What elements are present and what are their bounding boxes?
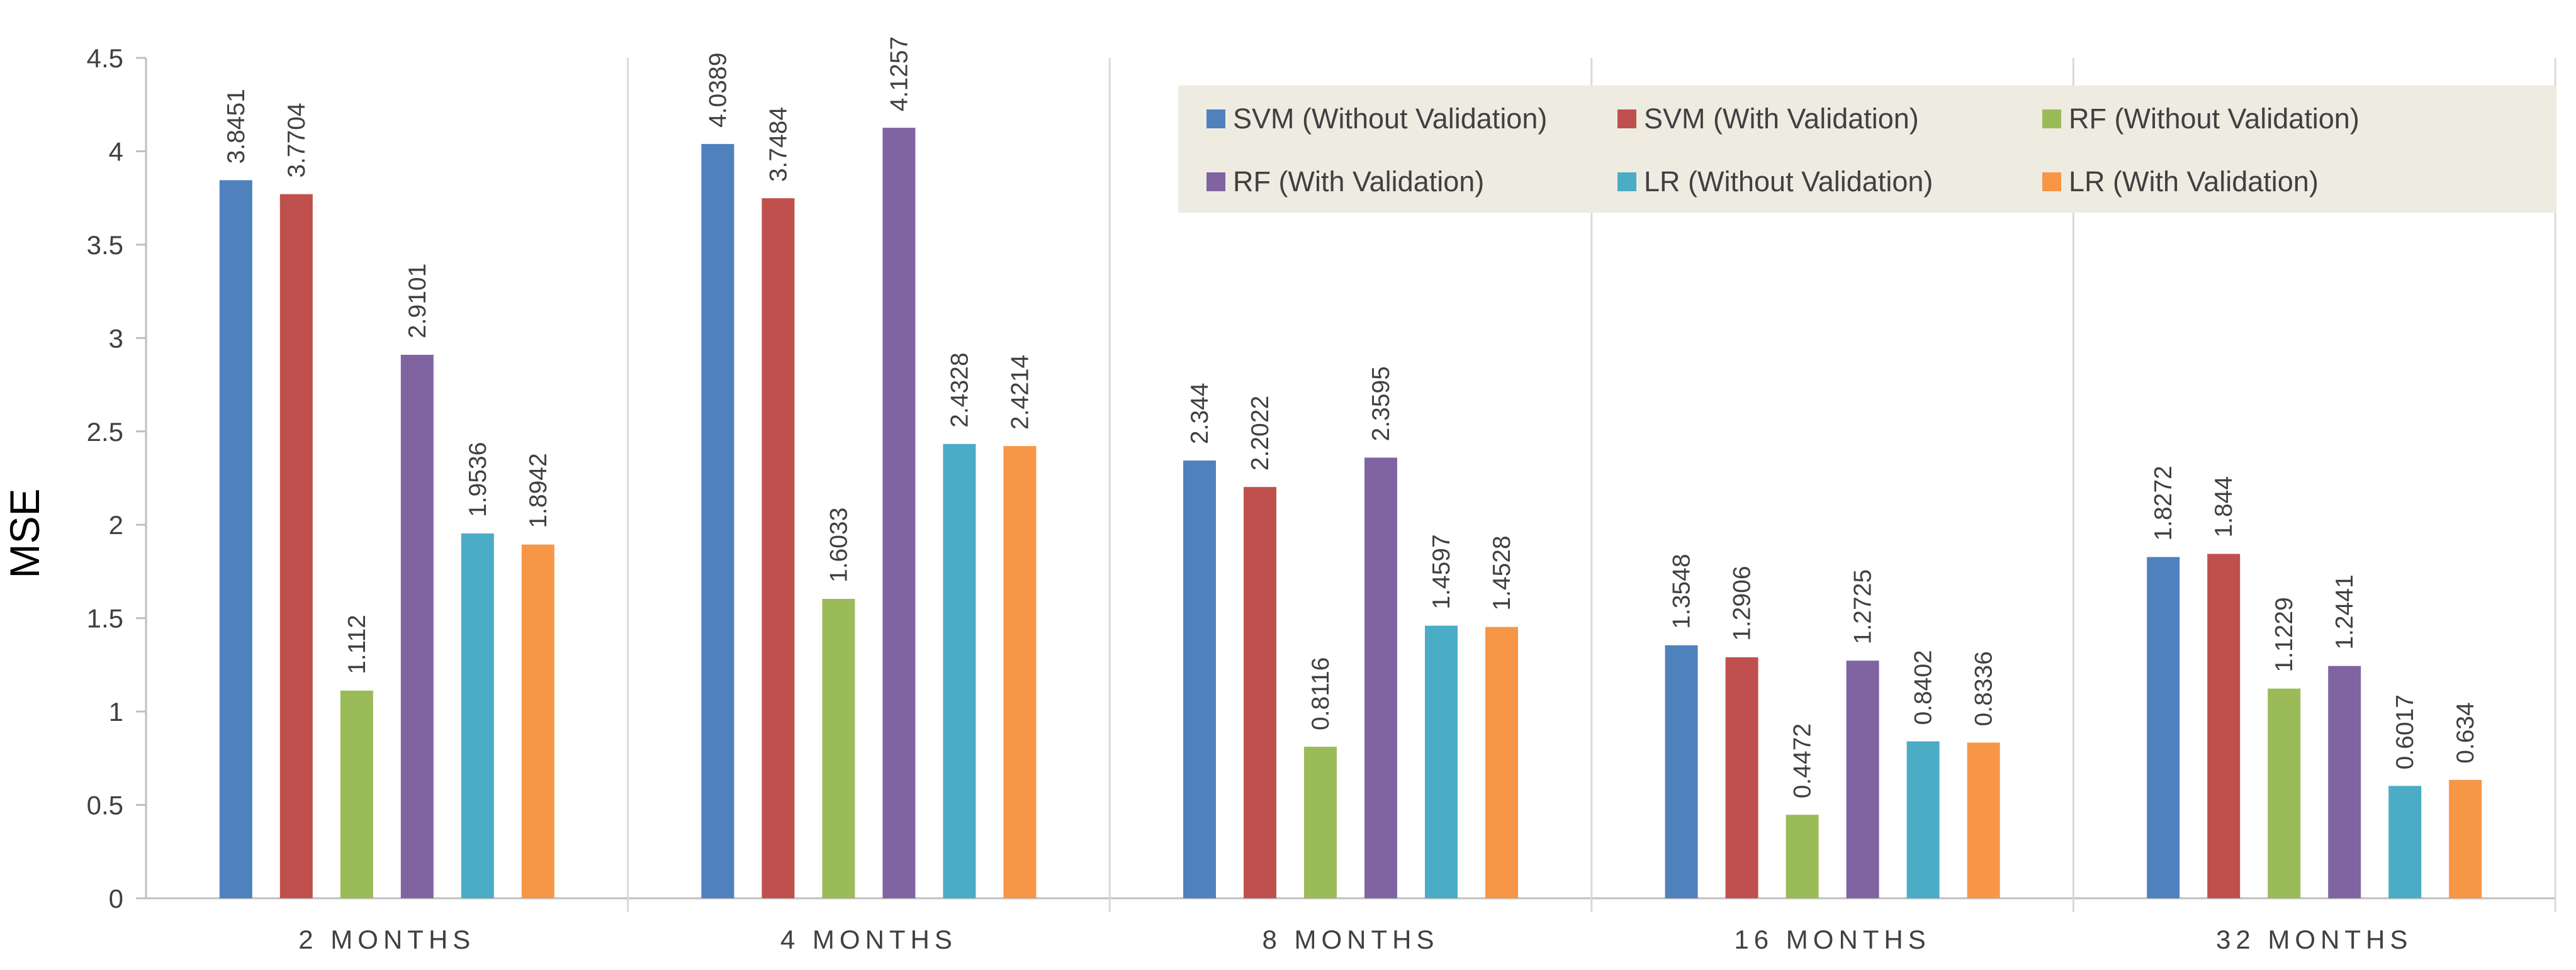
- data-label: 0.4472: [1789, 723, 1816, 798]
- legend-box: [1178, 86, 2556, 213]
- data-label: 2.2022: [1247, 396, 1274, 471]
- y-tick-label: 1.5: [87, 604, 123, 633]
- bar-lr-with-validation: [1485, 627, 1518, 898]
- data-label: 1.1229: [2271, 597, 2298, 672]
- x-category-label: 16 MONTHS: [1734, 925, 1930, 954]
- bar-svm-with-validation: [762, 198, 795, 898]
- data-label: 1.3548: [1668, 554, 1696, 628]
- data-label: 1.112: [344, 615, 371, 674]
- x-category-label: 2 MONTHS: [298, 925, 475, 954]
- data-label: 2.4328: [946, 352, 973, 427]
- legend-swatch-svm-with-validation: [1617, 109, 1636, 128]
- bar-rf-with-validation: [2328, 666, 2361, 898]
- data-label: 1.844: [2210, 476, 2237, 538]
- legend-swatch-lr-without-validation: [1617, 172, 1636, 191]
- y-tick-label: 2: [109, 510, 123, 540]
- data-label: 1.6033: [825, 508, 852, 583]
- legend-swatch-lr-with-validation: [2042, 172, 2061, 191]
- y-tick-label: 0.5: [87, 791, 123, 820]
- bar-svm-without-validation: [1665, 645, 1698, 898]
- bar-lr-with-validation: [1003, 446, 1037, 898]
- bar-svm-without-validation: [219, 180, 252, 899]
- bar-rf-with-validation: [1846, 661, 1879, 898]
- bar-lr-without-validation: [1425, 625, 1458, 898]
- data-label: 0.6017: [2392, 694, 2419, 769]
- y-tick-label: 1: [109, 697, 123, 727]
- bar-lr-with-validation: [2449, 779, 2482, 898]
- data-label: 1.2725: [1850, 569, 1877, 644]
- x-category-label: 8 MONTHS: [1262, 925, 1439, 954]
- data-label: 2.4214: [1006, 355, 1033, 430]
- y-tick-label: 4: [109, 137, 123, 166]
- legend-label: LR (With Validation): [2069, 165, 2319, 198]
- bar-rf-without-validation: [340, 690, 373, 898]
- data-label: 2.3595: [1368, 366, 1395, 441]
- legend-label: RF (Without Validation): [2069, 103, 2359, 135]
- data-label: 1.8272: [2150, 465, 2177, 540]
- bar-rf-with-validation: [1364, 457, 1397, 898]
- legend-label: RF (With Validation): [1233, 165, 1484, 198]
- bar-rf-with-validation: [882, 128, 916, 899]
- bar-svm-with-validation: [279, 194, 313, 899]
- bar-lr-without-validation: [1906, 741, 1940, 898]
- data-label: 1.2441: [2331, 574, 2358, 649]
- bar-lr-without-validation: [461, 533, 494, 898]
- data-label: 1.9536: [464, 442, 492, 517]
- x-category-label: 32 MONTHS: [2216, 925, 2412, 954]
- x-category-label: 4 MONTHS: [780, 925, 957, 954]
- data-label: 3.7704: [283, 103, 310, 177]
- bar-rf-without-validation: [822, 598, 855, 898]
- data-label: 1.8942: [525, 453, 552, 528]
- data-label: 2.344: [1186, 382, 1213, 444]
- y-tick-label: 4.5: [87, 43, 123, 73]
- data-label: 4.1257: [886, 36, 913, 111]
- bar-lr-with-validation: [1967, 742, 2000, 898]
- data-label: 1.4528: [1488, 535, 1516, 610]
- data-label: 1.4597: [1428, 534, 1455, 609]
- data-label: 3.7484: [765, 107, 792, 182]
- bar-rf-without-validation: [1304, 747, 1337, 898]
- bar-lr-with-validation: [521, 544, 554, 898]
- bar-svm-without-validation: [701, 143, 734, 898]
- bar-svm-without-validation: [1183, 460, 1216, 898]
- y-tick-label: 0: [109, 884, 123, 913]
- data-label: 4.0389: [704, 53, 731, 128]
- data-label: 0.8116: [1307, 657, 1334, 730]
- legend-swatch-rf-with-validation: [1206, 172, 1225, 191]
- data-label: 0.8336: [1971, 651, 1998, 726]
- legend-swatch-rf-without-validation: [2042, 109, 2061, 128]
- y-tick-label: 3.5: [87, 230, 123, 260]
- data-label: 0.8402: [1910, 650, 1937, 725]
- data-label: 1.2906: [1729, 566, 1756, 641]
- y-axis-title: MSE: [1, 488, 48, 578]
- bar-rf-with-validation: [400, 355, 434, 898]
- bar-lr-without-validation: [943, 443, 976, 898]
- bar-svm-with-validation: [1725, 657, 1758, 898]
- bar-rf-without-validation: [1786, 815, 1819, 898]
- bar-rf-without-validation: [2268, 688, 2301, 898]
- y-tick-label: 3: [109, 323, 123, 353]
- data-label: 2.9101: [404, 264, 431, 338]
- data-label: 0.634: [2452, 702, 2479, 764]
- bar-svm-with-validation: [1244, 487, 1276, 898]
- data-label: 3.8451: [223, 89, 250, 164]
- legend-label: SVM (With Validation): [1644, 103, 1919, 135]
- y-tick-label: 2.5: [87, 417, 123, 447]
- bar-lr-without-validation: [2388, 786, 2422, 898]
- bar-svm-with-validation: [2207, 554, 2241, 898]
- bar-svm-without-validation: [2147, 557, 2180, 898]
- legend-swatch-svm-without-validation: [1206, 109, 1225, 128]
- legend-label: SVM (Without Validation): [1233, 103, 1547, 135]
- legend-label: LR (Without Validation): [1644, 165, 1933, 198]
